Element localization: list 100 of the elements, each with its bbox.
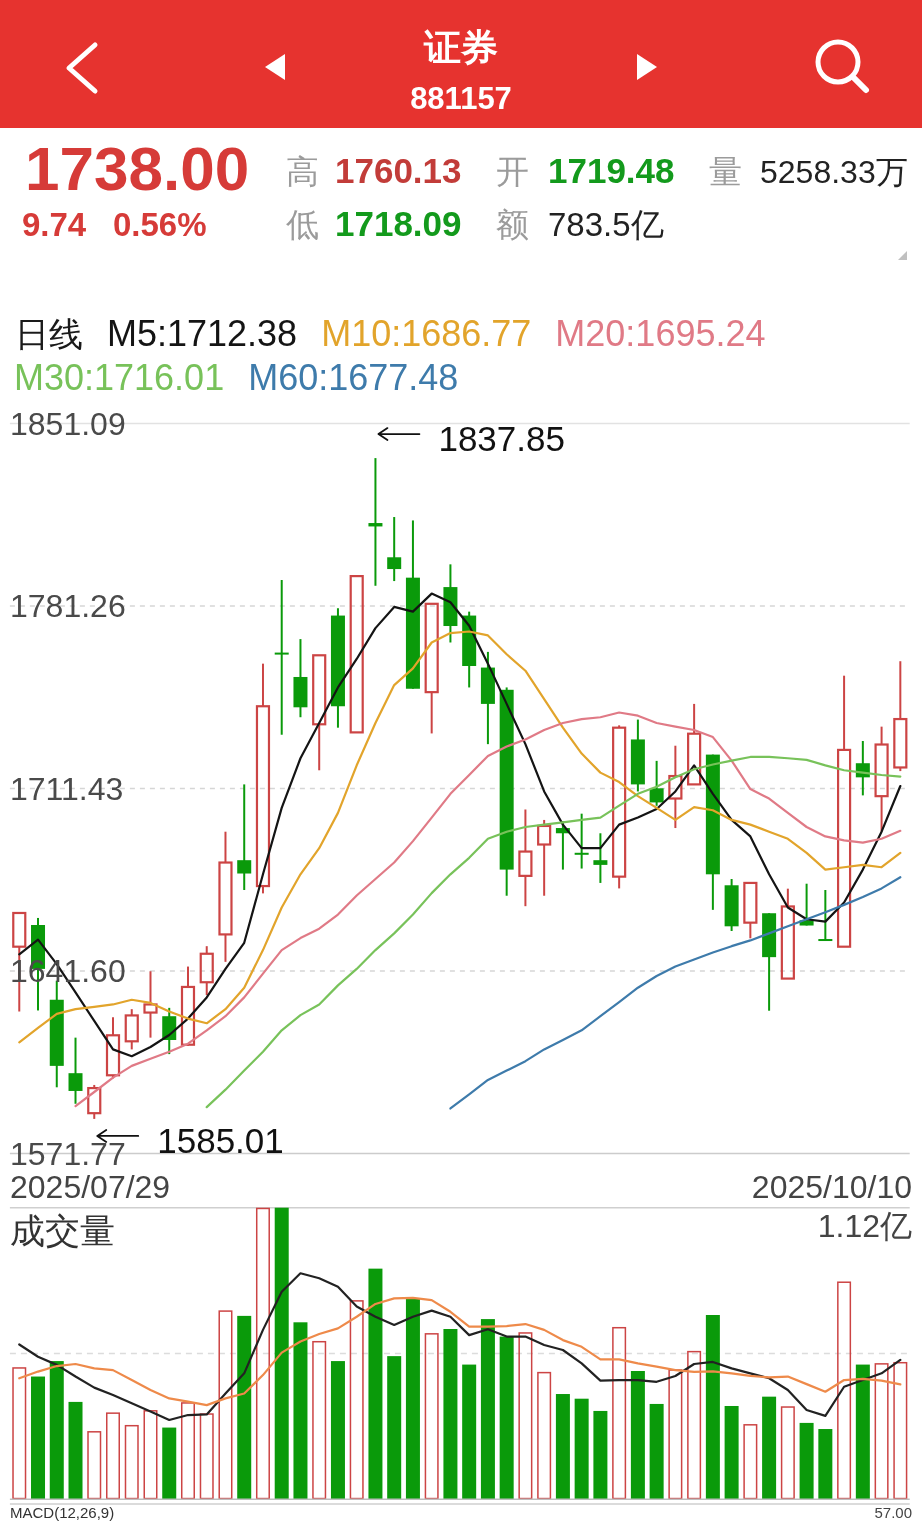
bar [818, 1429, 833, 1500]
candlestick [312, 654, 327, 772]
candlestick [387, 516, 402, 583]
text: 1719.48 [548, 151, 675, 190]
text: 高 [286, 153, 319, 190]
text: 881157 [410, 81, 512, 116]
candlestick [818, 888, 833, 942]
text: 量 [709, 153, 742, 190]
bar [574, 1398, 589, 1500]
y-tick-label: 1781.26 [10, 588, 126, 624]
text: 9.74 [22, 206, 87, 243]
candlestick [218, 830, 233, 963]
candlestick [143, 970, 158, 1039]
bar [555, 1394, 570, 1500]
text: 开 [496, 153, 529, 190]
candlestick [349, 575, 364, 734]
bar [855, 1364, 870, 1500]
bar [518, 1332, 533, 1500]
candlestick [836, 674, 852, 948]
bar [480, 1319, 495, 1500]
bar [87, 1431, 102, 1500]
annotation: 1585.01 [157, 1120, 284, 1160]
bar [405, 1298, 420, 1500]
bar [12, 1367, 27, 1500]
text: M30:1716.01 [14, 357, 225, 398]
bar [649, 1403, 664, 1500]
candlestick [668, 744, 683, 830]
bar [687, 1350, 702, 1500]
bar [293, 1322, 308, 1500]
bar [180, 1402, 195, 1500]
annotation: 1.12亿 [817, 1207, 912, 1244]
candlestick [799, 882, 814, 927]
chart-title: 成交量 [10, 1210, 115, 1250]
text: 低 [286, 206, 319, 243]
bar [799, 1422, 814, 1500]
bar [312, 1340, 327, 1500]
y-tick-label: 1711.43 [10, 770, 124, 807]
candlestick [274, 579, 289, 736]
text: 1760.13 [335, 151, 462, 190]
candlestick [743, 881, 758, 940]
text: M10:1686.77 [321, 313, 532, 354]
bar [762, 1396, 777, 1500]
text: 额 [496, 206, 529, 243]
bar [612, 1326, 627, 1500]
text: 0.56% [113, 206, 207, 243]
text: M5:1712.38 [107, 313, 298, 354]
text: M20:1695.24 [555, 313, 766, 354]
bar [780, 1406, 795, 1500]
annotation: 1837.85 [438, 418, 565, 458]
candlestick [574, 812, 589, 870]
bar [49, 1361, 64, 1500]
bar [31, 1376, 46, 1500]
text: 57.00 [874, 1504, 912, 1521]
bar [330, 1361, 345, 1500]
bar [443, 1329, 458, 1500]
candlestick [649, 759, 664, 807]
bar [893, 1361, 908, 1500]
bar [387, 1356, 402, 1500]
bar [724, 1405, 739, 1500]
bar [630, 1371, 645, 1500]
bar [349, 1300, 364, 1500]
bar [462, 1364, 477, 1500]
y-tick-label: 1851.09 [10, 405, 126, 442]
bar [368, 1268, 383, 1500]
text: 1718.09 [335, 204, 462, 243]
bar [874, 1363, 889, 1500]
bar [218, 1310, 233, 1500]
bar [124, 1424, 139, 1500]
candlestick [424, 602, 439, 735]
bar [424, 1333, 439, 1500]
candlestick [237, 783, 252, 891]
bar [837, 1281, 852, 1500]
line-series [449, 876, 902, 1110]
text: 证券 [423, 27, 498, 68]
text: 783.5亿 [548, 206, 664, 243]
bar [237, 1315, 252, 1500]
bar [143, 1410, 158, 1500]
bar [593, 1410, 608, 1500]
candlestick [593, 832, 608, 884]
bar [668, 1369, 683, 1500]
bar [274, 1207, 289, 1500]
bar [162, 1427, 177, 1500]
text: 2025/10/10 [751, 1168, 912, 1205]
candlestick [687, 702, 702, 786]
text: 1738.00 [25, 134, 250, 203]
bar [255, 1207, 270, 1500]
bar [499, 1336, 514, 1500]
bar [537, 1371, 552, 1500]
bar [106, 1412, 120, 1500]
bar [68, 1401, 83, 1500]
bar [705, 1315, 720, 1500]
candlestick [518, 808, 533, 908]
bar [199, 1413, 214, 1500]
legend-title: 日线 [15, 315, 83, 353]
line-series [205, 755, 902, 1109]
text: 5258.33万 [760, 154, 908, 190]
bar [743, 1424, 758, 1500]
text: M60:1677.48 [248, 357, 459, 398]
text: MACD(12,26,9) [10, 1504, 115, 1521]
candlestick [68, 1036, 83, 1105]
